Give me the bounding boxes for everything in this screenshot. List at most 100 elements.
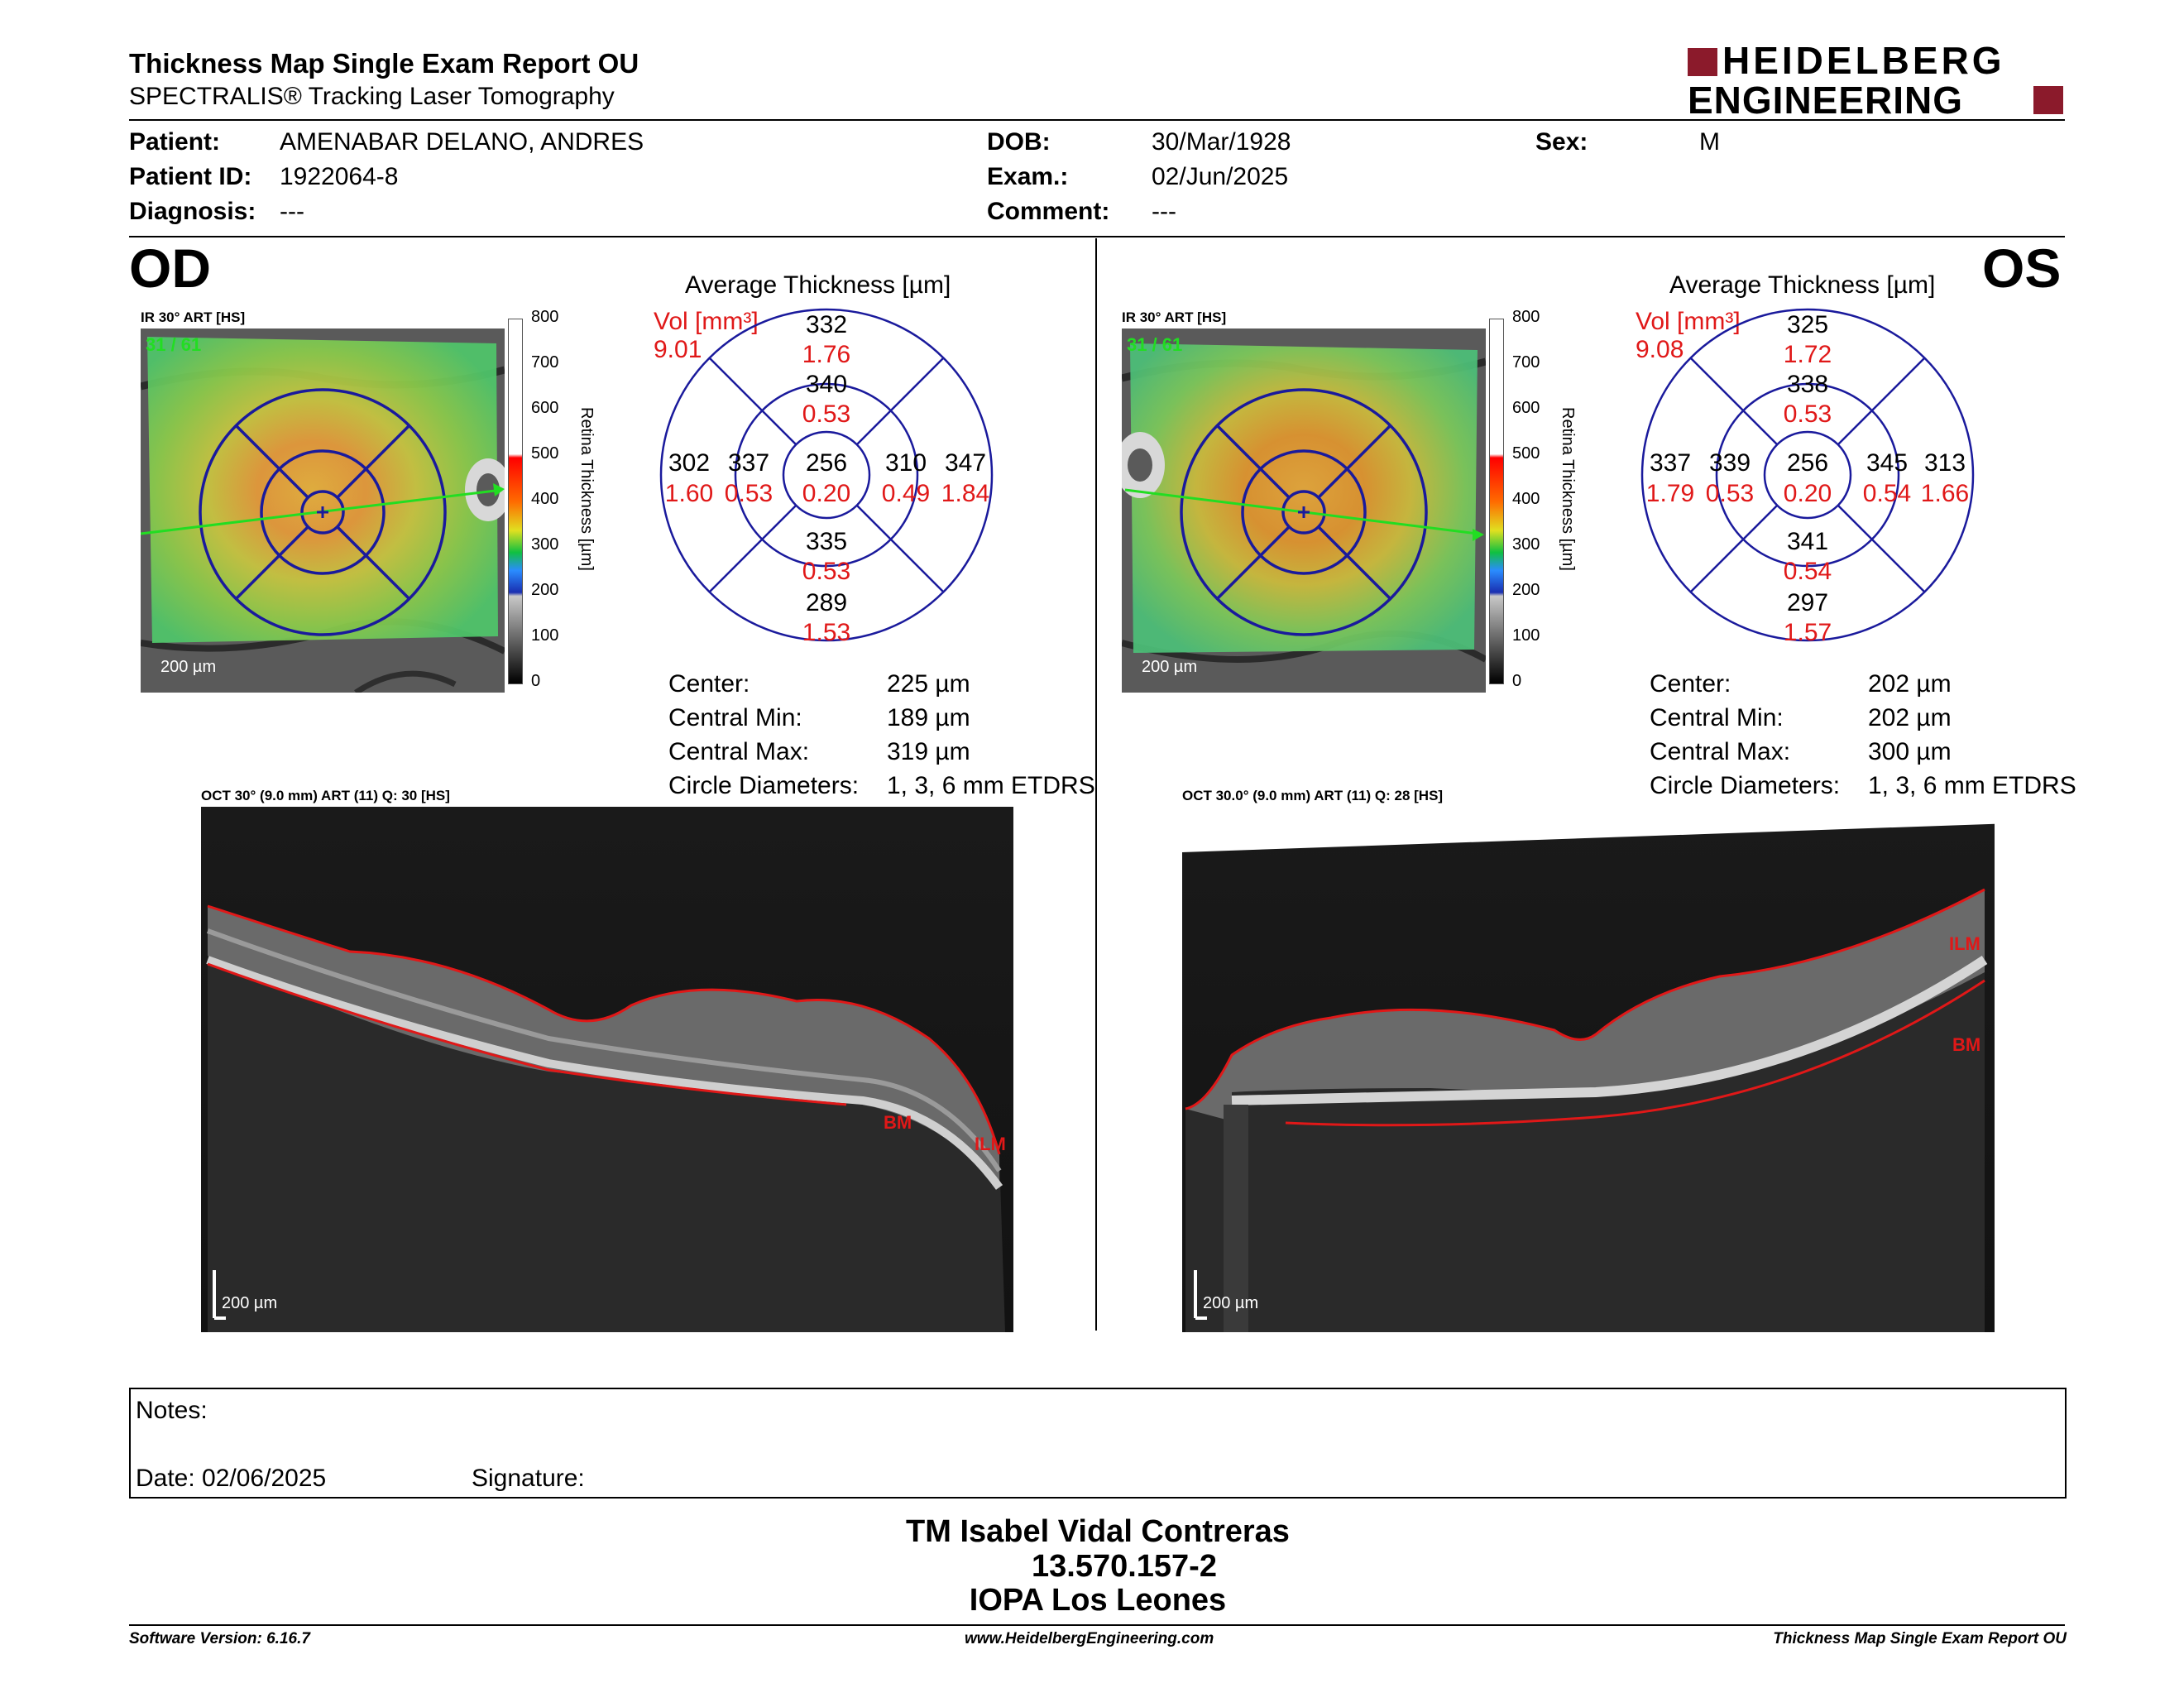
os-outer-right-thickness: 313 — [1923, 449, 1966, 477]
tick-500: 500 — [1512, 444, 1540, 463]
os-oct-label: OCT 30.0° (9.0 mm) ART (11) Q: 28 [HS] — [1182, 788, 1444, 803]
eye-label-od: OD — [129, 237, 211, 299]
header-divider — [129, 119, 2065, 121]
os-colorbar-label: Retina Thickness [µm] — [1559, 407, 1577, 571]
eye-divider — [1095, 238, 1097, 1331]
od-center-label: Center: — [668, 670, 750, 698]
os-avg-title: Average Thickness [µm] — [1669, 271, 1936, 299]
comment-label: Comment: — [987, 198, 1110, 225]
os-circ-value: 1, 3, 6 mm ETDRS — [1868, 772, 2076, 799]
notes-date: Date: 02/06/2025 — [136, 1465, 327, 1492]
od-outer-right-thickness: 347 — [944, 449, 987, 477]
tick-200: 200 — [1512, 581, 1540, 599]
os-center-label: Center: — [1650, 670, 1731, 698]
od-outer-left-volume: 1.60 — [664, 480, 714, 507]
od-map-scale: 200 µm — [160, 658, 217, 676]
os-outer-inf-volume: 1.57 — [1783, 619, 1832, 646]
os-center-value: 202 µm — [1868, 670, 1952, 698]
os-outer-left-volume: 1.79 — [1645, 480, 1695, 507]
os-layer-ilm: ILM — [1949, 933, 1980, 954]
os-colorbar-ticks: 800 700 600 500 400 300 200 100 0 — [1512, 306, 1545, 695]
od-ir-label: IR 30° ART [HS] — [141, 309, 246, 325]
tick-500: 500 — [531, 444, 559, 463]
os-map-scale: 200 µm — [1142, 658, 1198, 676]
patient-label: Patient: — [129, 128, 221, 156]
logo-square-top — [1688, 48, 1717, 76]
od-layer-bm: BM — [884, 1112, 912, 1133]
od-vol-value: 9.01 — [654, 336, 702, 363]
website-link[interactable]: www.HeidelbergEngineering.com — [965, 1630, 1214, 1647]
tick-400: 400 — [531, 490, 559, 508]
od-outer-inf-volume: 1.53 — [802, 619, 851, 646]
logo-text-top: HEIDELBERG — [1722, 39, 2005, 82]
od-frame-count: 31 / 61 — [146, 334, 202, 355]
od-outer-sup-thickness: 332 — [805, 311, 848, 338]
os-max-label: Central Max: — [1650, 738, 1791, 765]
od-vol-label: Vol [mm³] — [654, 308, 759, 335]
tick-600: 600 — [531, 399, 559, 417]
patient-divider — [129, 236, 2065, 237]
tick-400: 400 — [1512, 490, 1540, 508]
exam-label: Exam.: — [987, 163, 1069, 190]
od-oct-scale: 200 µm — [222, 1294, 278, 1312]
diagnosis-value: --- — [280, 198, 304, 225]
tick-0: 0 — [1512, 672, 1522, 690]
eye-label-os: OS — [1982, 237, 2062, 299]
os-center-thickness: 256 — [1786, 449, 1829, 477]
logo-square-bottom — [2033, 86, 2063, 114]
od-avg-title: Average Thickness [µm] — [685, 271, 951, 299]
os-inner-inf-thickness: 341 — [1786, 528, 1829, 555]
exam-value: 02/Jun/2025 — [1152, 163, 1289, 190]
notes-signature-label: Signature: — [472, 1465, 585, 1492]
os-inner-left-volume: 0.53 — [1705, 480, 1755, 507]
od-inner-left-volume: 0.53 — [724, 480, 774, 507]
od-inner-sup-thickness: 340 — [805, 371, 848, 398]
patient-id: 1922064-8 — [280, 163, 399, 190]
tick-100: 100 — [1512, 626, 1540, 645]
os-fundus-map — [1115, 328, 1487, 693]
od-oct-label: OCT 30° (9.0 mm) ART (11) Q: 30 [HS] — [201, 788, 450, 803]
tick-300: 300 — [531, 535, 559, 554]
signature-name: TM Isabel Vidal Contreras — [906, 1514, 1290, 1549]
dob-value: 30/Mar/1928 — [1152, 128, 1291, 156]
od-inner-right-volume: 0.49 — [881, 480, 931, 507]
od-oct-scan — [201, 807, 1013, 1332]
od-max-value: 319 µm — [887, 738, 970, 765]
tick-100: 100 — [531, 626, 559, 645]
od-circ-value: 1, 3, 6 mm ETDRS — [887, 772, 1095, 799]
od-inner-inf-volume: 0.53 — [802, 558, 851, 585]
signature-place: IOPA Los Leones — [969, 1583, 1227, 1618]
tick-800: 800 — [531, 308, 559, 326]
od-center-thickness: 256 — [805, 449, 848, 477]
os-inner-inf-volume: 0.54 — [1783, 558, 1832, 585]
footer-report-name: Thickness Map Single Exam Report OU — [1773, 1630, 2067, 1647]
od-inner-left-thickness: 337 — [727, 449, 770, 477]
heidelberg-logo: HEIDELBERG ENGINEERING — [1688, 41, 2068, 122]
notes-label: Notes: — [136, 1397, 208, 1424]
os-vol-label: Vol [mm³] — [1636, 308, 1741, 335]
od-colorbar-ticks: 800 700 600 500 400 300 200 100 0 — [531, 306, 564, 695]
os-inner-right-volume: 0.54 — [1862, 480, 1912, 507]
os-inner-left-thickness: 339 — [1708, 449, 1751, 477]
od-colorbar-label: Retina Thickness [µm] — [577, 407, 596, 571]
od-circ-label: Circle Diameters: — [668, 772, 860, 799]
os-min-value: 202 µm — [1868, 704, 1952, 731]
patient-name: AMENABAR DELANO, ANDRES — [280, 128, 644, 156]
tick-700: 700 — [531, 353, 559, 372]
os-outer-sup-thickness: 325 — [1786, 311, 1829, 338]
os-ir-label: IR 30° ART [HS] — [1122, 309, 1227, 325]
od-layer-ilm: ILM — [975, 1134, 1006, 1154]
os-frame-count: 31 / 61 — [1127, 334, 1183, 355]
logo-text-bottom: ENGINEERING — [1688, 79, 1964, 122]
od-center-volume: 0.20 — [802, 480, 851, 507]
od-inner-inf-thickness: 335 — [805, 528, 848, 555]
os-min-label: Central Min: — [1650, 704, 1784, 731]
od-outer-left-thickness: 302 — [668, 449, 711, 477]
comment-value: --- — [1152, 198, 1176, 225]
report-title: Thickness Map Single Exam Report OU — [129, 48, 639, 79]
os-outer-inf-thickness: 297 — [1786, 589, 1829, 616]
od-outer-sup-volume: 1.76 — [802, 341, 851, 368]
diagnosis-label: Diagnosis: — [129, 198, 256, 225]
tick-700: 700 — [1512, 353, 1540, 372]
footer-divider — [129, 1624, 2065, 1626]
